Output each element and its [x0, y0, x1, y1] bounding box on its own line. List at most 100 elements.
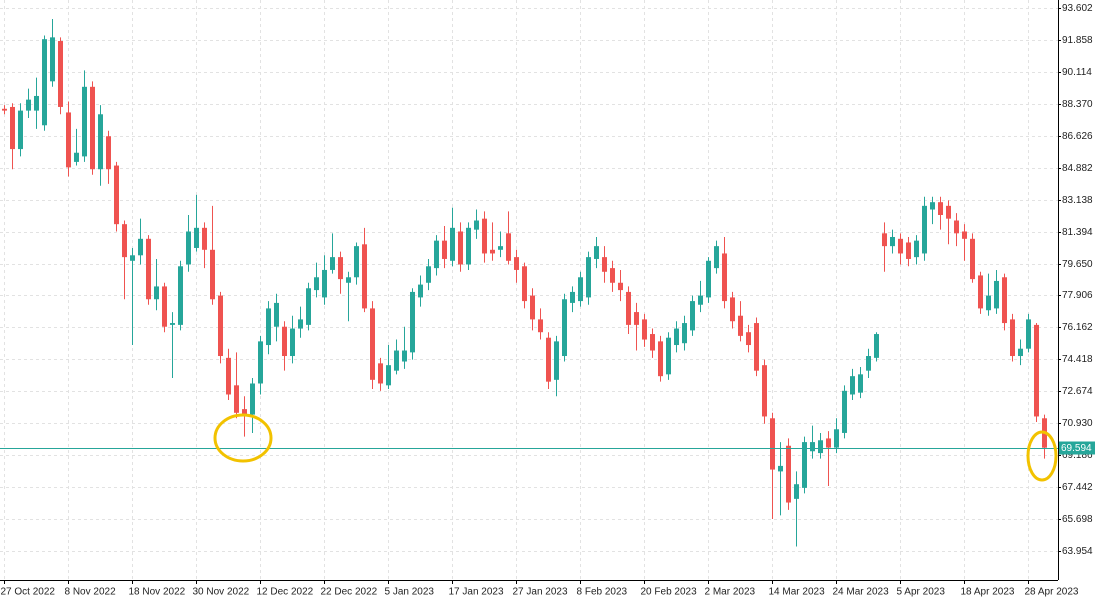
candle-body	[938, 202, 943, 216]
candle-body	[314, 277, 319, 291]
y-tick-label: 86.626	[1062, 131, 1093, 142]
candle-body	[442, 240, 447, 259]
candle-body	[690, 301, 695, 331]
candle-body	[146, 238, 151, 300]
candle-body	[98, 114, 103, 170]
candle-body	[834, 429, 839, 448]
candle-body	[850, 376, 855, 395]
x-tick-label: 5 Jan 2023	[385, 587, 435, 598]
candle-body	[210, 249, 215, 300]
candle-body	[962, 231, 967, 239]
x-tick-label: 8 Nov 2022	[65, 587, 117, 598]
candle-body	[818, 440, 823, 454]
candle-body	[714, 246, 719, 269]
candle-body	[978, 275, 983, 309]
y-tick-label: 83.138	[1062, 195, 1093, 206]
candle-body	[466, 227, 471, 265]
candle-body	[986, 295, 991, 311]
candle-body	[258, 341, 263, 384]
candle-body	[922, 205, 927, 254]
candle-body	[554, 341, 559, 380]
candle-body	[18, 110, 23, 150]
candle-body	[514, 257, 519, 270]
candle-body	[26, 99, 31, 111]
candle-body	[770, 418, 775, 470]
x-tick-label: 8 Feb 2023	[577, 587, 628, 598]
candle-body	[666, 337, 671, 375]
candle-body	[346, 277, 351, 283]
candle-body	[250, 383, 255, 415]
candle-body	[474, 220, 479, 230]
x-tick-label: 2 Mar 2023	[705, 587, 756, 598]
candle-body	[74, 152, 79, 162]
candle-body	[626, 291, 631, 325]
y-tick-label: 69.186	[1062, 450, 1093, 461]
candle-body	[874, 334, 879, 358]
candle-body	[282, 326, 287, 357]
candle-body	[746, 332, 751, 346]
candle-body	[810, 442, 815, 452]
candle-body	[1034, 324, 1039, 417]
candle-body	[906, 242, 911, 259]
candle-body	[522, 266, 527, 302]
candle-body	[242, 409, 247, 415]
y-tick-label: 74.418	[1062, 354, 1093, 365]
candle-body	[490, 249, 495, 254]
candle-body	[298, 319, 303, 329]
x-tick-label: 27 Jan 2023	[513, 587, 568, 598]
x-tick-label: 28 Apr 2023	[1025, 587, 1079, 598]
candle-body	[954, 220, 959, 234]
candle-body	[1002, 277, 1007, 324]
candle-body	[730, 297, 735, 322]
candle-body	[898, 238, 903, 254]
candle-body	[794, 484, 799, 499]
candle-body	[482, 218, 487, 254]
candle-body	[634, 312, 639, 325]
candle-body	[362, 244, 367, 309]
x-tick-label: 30 Nov 2022	[193, 587, 250, 598]
highlight-ellipse	[1026, 430, 1058, 482]
candle-body	[394, 350, 399, 371]
candle-body	[194, 227, 199, 248]
candle-body	[858, 374, 863, 393]
candle-body	[106, 136, 111, 170]
candle-body	[274, 302, 279, 327]
candle-body	[706, 260, 711, 298]
candle-body	[418, 284, 423, 298]
candle-body	[322, 269, 327, 298]
y-tick-label: 81.394	[1062, 227, 1093, 238]
candle-body	[218, 295, 223, 357]
candle-body	[162, 286, 167, 327]
label-layer: 93.602 91.858 90.114 88.370 86.626 84.882 83.1…	[1, 3, 1095, 598]
candle-body	[842, 390, 847, 433]
candle-body	[738, 315, 743, 336]
candle-body	[354, 246, 359, 278]
y-tick-label: 65.698	[1062, 514, 1093, 525]
candle-body	[266, 308, 271, 346]
candle-body	[1026, 319, 1031, 349]
candle-body	[578, 277, 583, 302]
candle-body	[34, 95, 39, 111]
candle-body	[682, 323, 687, 344]
y-tick-label: 79.650	[1062, 259, 1093, 270]
candle-body	[202, 227, 207, 250]
y-tick-label: 93.602	[1062, 3, 1093, 14]
candle-body	[90, 86, 95, 170]
x-tick-label: 17 Jan 2023	[449, 587, 504, 598]
candle-body	[530, 295, 535, 320]
candle-body	[914, 240, 919, 258]
candle-body	[754, 323, 759, 371]
candle-body	[498, 246, 503, 250]
candle-body	[802, 442, 807, 488]
candle-body	[642, 319, 647, 340]
candle-body	[234, 385, 239, 413]
y-tick-label: 67.442	[1062, 482, 1093, 493]
candle-body	[402, 350, 407, 362]
candle-body	[154, 286, 159, 300]
candle-body	[450, 227, 455, 261]
candle-body	[610, 268, 615, 283]
current-price-box	[1059, 441, 1095, 455]
candle-body	[866, 356, 871, 371]
candle-body	[826, 438, 831, 448]
